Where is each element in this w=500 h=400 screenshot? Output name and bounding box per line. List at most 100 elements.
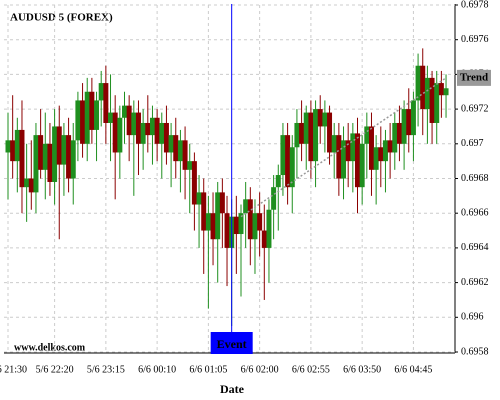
candle-body [191, 161, 197, 205]
candle-body [122, 105, 127, 118]
candle-body [420, 65, 426, 110]
candle-body [215, 192, 221, 240]
candle-body [177, 140, 183, 162]
candle-body [289, 147, 295, 188]
candle-body [243, 199, 249, 214]
candle-body [19, 129, 25, 188]
candle-body [201, 192, 207, 231]
candle-body [424, 77, 430, 110]
candle-body [42, 143, 48, 170]
candle-body [24, 178, 30, 188]
candle-body [364, 126, 370, 144]
chart-title: AUDUSD 5 (FOREX) [10, 12, 113, 24]
x-tick-label: 5/6 22:20 [36, 364, 74, 375]
candle-body [14, 129, 20, 162]
candle-body [126, 105, 132, 136]
candle-body [154, 117, 160, 144]
candle-body [210, 213, 216, 240]
candle-body [275, 175, 281, 188]
trend-line [240, 77, 447, 218]
trend-label: Trend [460, 71, 488, 83]
candle-body [112, 112, 118, 153]
candle-body [331, 135, 337, 153]
candle-body [294, 122, 300, 148]
candle-body [108, 112, 114, 123]
candle-body [327, 112, 333, 153]
candle-body [313, 109, 319, 162]
candle-body [66, 135, 72, 179]
candle-body [89, 91, 95, 130]
candle-body [238, 213, 244, 235]
x-tick-label: 6/6 00:10 [138, 364, 176, 375]
candle-body [135, 112, 141, 144]
event-label: Event [217, 337, 247, 351]
x-axis-label: Date [220, 382, 245, 396]
candle-body [56, 126, 62, 165]
candle-body [317, 109, 323, 127]
candle-body [429, 77, 435, 123]
y-tick-label: 0.697 [461, 138, 484, 149]
y-tick-label: 0.6972 [461, 103, 489, 114]
candle-body [233, 216, 239, 235]
y-tick-label: 0.6964 [461, 242, 489, 253]
candle-body [196, 192, 202, 205]
candle-body [163, 122, 169, 153]
candle-body [392, 122, 398, 153]
candle-body [140, 122, 146, 144]
candle-body [131, 112, 137, 136]
candle-body [401, 109, 407, 144]
candle-body [350, 133, 356, 162]
candle-body [52, 126, 58, 182]
candle-body [438, 83, 444, 96]
candle-body [387, 140, 393, 153]
event-label-box [210, 332, 253, 354]
candle-body [168, 135, 174, 153]
candle-body [75, 100, 81, 141]
candle-body [149, 117, 155, 136]
candle-body [98, 83, 104, 101]
candle-body [224, 213, 230, 248]
candle-body [443, 88, 449, 96]
candle-body [355, 133, 360, 188]
x-tick-label: 5/6 23:15 [87, 364, 125, 375]
candle-body [415, 65, 421, 101]
watermark: www.delkos.com [14, 342, 86, 353]
candle-body [308, 112, 314, 162]
y-tick-label: 0.6966 [461, 207, 489, 218]
candle-body [322, 112, 328, 127]
candle-body [247, 199, 253, 240]
candle-body [5, 140, 11, 153]
x-tick-label: 6/6 03:50 [343, 364, 381, 375]
candle-body [280, 135, 286, 176]
candle-body [47, 143, 53, 182]
x-tick-label: 6/6 02:00 [241, 364, 279, 375]
y-tick-label: 0.6962 [461, 277, 489, 288]
candle-body [410, 100, 416, 136]
candle-body [336, 135, 342, 179]
candle-body [173, 135, 179, 162]
x-tick-label: 6/6 01:05 [189, 364, 227, 375]
candle-body [341, 140, 347, 179]
candle-body [382, 140, 388, 162]
candle-body [70, 140, 76, 179]
y-tick-label: 0.6958 [461, 346, 489, 357]
candle-body [271, 187, 277, 210]
candle-body [145, 122, 151, 136]
candle-body [38, 135, 44, 170]
candle-body [61, 135, 67, 165]
y-tick-label: 0.6976 [461, 34, 489, 45]
candle-body [266, 209, 272, 248]
candle-body [345, 140, 351, 162]
candle-body [299, 122, 305, 144]
candle-body [84, 91, 90, 144]
candle-body [261, 230, 267, 248]
candle-body [117, 117, 123, 153]
candle-body [219, 192, 225, 214]
candle-body [159, 122, 165, 144]
candle-body [94, 100, 100, 130]
candle-body [434, 83, 440, 123]
candle-body [378, 147, 384, 162]
x-tick-label: 6/6 02:55 [292, 364, 330, 375]
candle-body [303, 112, 309, 144]
candle-body [252, 213, 258, 240]
